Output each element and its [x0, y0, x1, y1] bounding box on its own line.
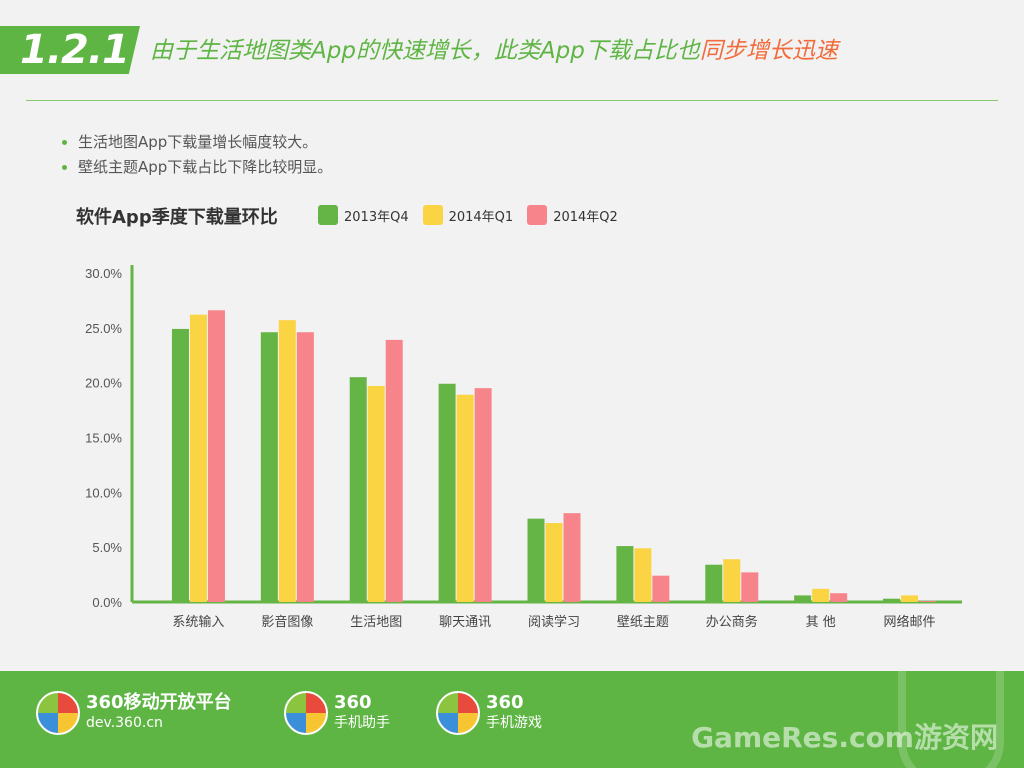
- 360-logo-icon: [436, 691, 480, 735]
- y-tick-label: 5.0%: [92, 540, 122, 555]
- bar: [278, 320, 296, 602]
- x-tick-label: 网络邮件: [884, 614, 936, 630]
- legend-label: 2014年Q2: [553, 209, 618, 225]
- x-tick-label: 系统输入: [172, 614, 224, 630]
- brand-mobile-assistant: 360 手机助手: [284, 691, 390, 735]
- bar: [901, 595, 919, 602]
- header-divider: [26, 100, 998, 101]
- brand-main: 360: [486, 692, 524, 713]
- watermark-text: GameRes.com游资网: [691, 721, 998, 754]
- slide-header: 1.2.1 由于生活地图类App的快速增长，此类App下载占比也同步增长迅速: [0, 26, 1024, 80]
- y-tick-label: 30.0%: [85, 266, 122, 281]
- bar: [385, 339, 403, 602]
- x-tick-label: 其 他: [806, 615, 836, 630]
- section-number: 1.2.1: [0, 26, 140, 74]
- brand-sub: 手机游戏: [486, 715, 542, 731]
- 360-logo-icon: [36, 691, 80, 735]
- slide-headline: 由于生活地图类App的快速增长，此类App下载占比也同步增长迅速: [150, 34, 838, 68]
- bar: [349, 377, 367, 602]
- bar: [634, 548, 652, 602]
- x-tick-label: 生活地图: [350, 615, 402, 630]
- brand-sub: 手机助手: [334, 715, 390, 731]
- brand-main: 360: [334, 692, 372, 713]
- legend-item: 2014年Q2: [527, 205, 618, 225]
- bar: [723, 559, 741, 602]
- legend-item: 2014年Q1: [422, 205, 514, 225]
- x-tick-label: 壁纸主题: [617, 615, 669, 630]
- headline-highlight: 同步增长迅速: [699, 38, 838, 64]
- bar: [367, 385, 385, 602]
- bar: [794, 595, 812, 602]
- brand-dev-platform: 360移动开放平台 dev.360.cn: [36, 691, 232, 735]
- bullet-list: 生活地图App下载量增长幅度较大。 壁纸主题App下载占比下降比较明显。: [62, 130, 332, 180]
- chart-legend: 2013年Q4 2014年Q1 2014年Q2: [318, 205, 632, 225]
- x-tick-label: 影音图像: [261, 614, 313, 630]
- bar: [438, 383, 456, 602]
- x-tick-label: 聊天通讯: [439, 615, 491, 630]
- bullet-item: 生活地图App下载量增长幅度较大。: [62, 130, 332, 155]
- legend-item: 2013年Q4: [318, 205, 409, 225]
- bar: [207, 310, 225, 602]
- bullet-item: 壁纸主题App下载占比下降比较明显。: [62, 155, 332, 180]
- bar: [830, 593, 848, 602]
- bar: [171, 328, 189, 602]
- bar: [705, 564, 723, 602]
- bar: [527, 518, 545, 602]
- legend-swatch: [422, 205, 443, 225]
- bar: [474, 388, 492, 602]
- legend-swatch: [318, 205, 338, 225]
- bar: [616, 546, 634, 602]
- bar: [563, 513, 581, 602]
- x-tick-label: 阅读学习: [528, 614, 580, 630]
- bar: [741, 572, 759, 602]
- bar: [919, 600, 937, 602]
- legend-label: 2013年Q4: [344, 209, 409, 225]
- bar: [260, 332, 278, 602]
- footer-bar: 360移动开放平台 dev.360.cn 360 手机助手 360 手机游戏 G…: [0, 671, 1024, 768]
- bar-chart: 30.0% 25.0% 20.0% 15.0% 10.0% 5.0% 0.0% 系统输入 影音图…: [85, 265, 962, 630]
- brand-sub: dev.360.cn: [86, 715, 163, 731]
- brand-main: 360移动开放平台: [86, 692, 232, 713]
- y-tick-label: 0.0%: [92, 595, 122, 610]
- bar: [545, 523, 563, 602]
- 360-logo-icon: [284, 691, 328, 735]
- y-tick-label: 10.0%: [85, 485, 122, 500]
- bar: [456, 394, 474, 602]
- x-tick-label: 办公商务: [706, 614, 758, 630]
- y-tick-label: 15.0%: [85, 431, 122, 446]
- chart-title: 软件App季度下载量环比: [76, 207, 278, 228]
- brand-mobile-games: 360 手机游戏: [436, 691, 542, 735]
- bar: [812, 588, 830, 602]
- legend-swatch: [527, 205, 548, 225]
- bar: [296, 332, 314, 602]
- y-tick-label: 20.0%: [85, 376, 122, 391]
- shield-watermark-icon: [898, 671, 1004, 768]
- bar: [189, 314, 207, 602]
- legend-label: 2014年Q1: [448, 209, 514, 225]
- bar: [652, 575, 670, 602]
- bar: [883, 598, 901, 602]
- y-tick-label: 25.0%: [85, 321, 122, 336]
- headline-text: 由于生活地图类App的快速增长，此类App下载占比也: [150, 38, 700, 64]
